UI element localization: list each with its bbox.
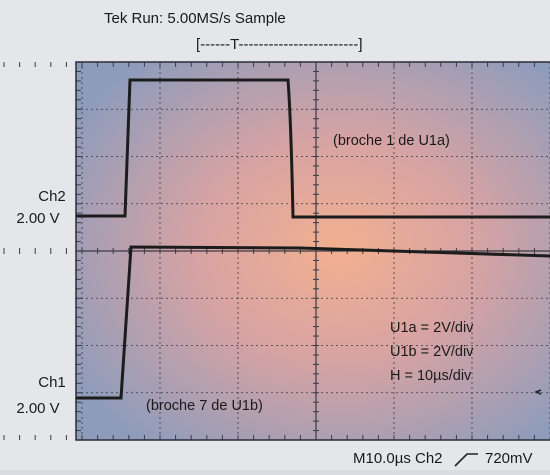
header-title: Tek Run: 5.00MS/s Sample xyxy=(104,10,286,27)
annotation: U1a = 2V/div xyxy=(390,320,474,336)
annotation: U1b = 2V/div xyxy=(390,344,474,360)
footer-trigger-level: 720mV xyxy=(485,450,533,467)
annotation: (broche 1 de U1a) xyxy=(333,133,450,149)
footer-timebase: M10.0µs Ch2 xyxy=(353,450,443,467)
trigger-bar: [------T------------------------] xyxy=(196,36,363,53)
channel-name: Ch2 xyxy=(38,188,66,205)
channel-name: Ch1 xyxy=(38,374,66,391)
annotation: H = 10µs/div xyxy=(390,368,472,384)
channel-scale: 2.00 V xyxy=(16,400,59,417)
oscilloscope-capture: Tek Run: 5.00MS/s Sample [------T-------… xyxy=(0,0,550,470)
channel-scale: 2.00 V xyxy=(16,210,59,227)
annotation: (broche 7 de U1b) xyxy=(146,398,263,414)
